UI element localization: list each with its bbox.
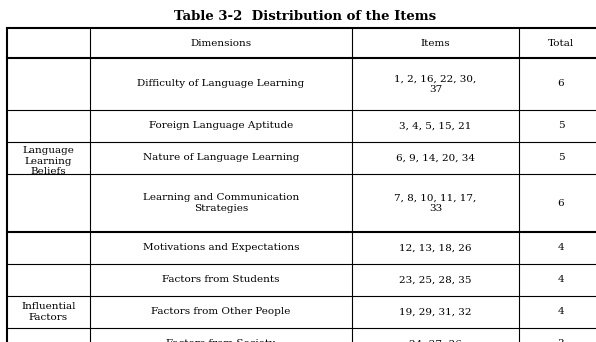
Text: Items: Items [421, 39, 451, 48]
Text: 4: 4 [558, 244, 564, 252]
Text: Dimensions: Dimensions [191, 39, 252, 48]
Text: Factors from Other People: Factors from Other People [151, 307, 291, 316]
Text: Influential
Factors: Influential Factors [21, 302, 76, 322]
Text: Table 3-2  Distribution of the Items: Table 3-2 Distribution of the Items [174, 10, 436, 23]
Text: Foreign Language Aptitude: Foreign Language Aptitude [149, 121, 293, 131]
Text: 19, 29, 31, 32: 19, 29, 31, 32 [399, 307, 472, 316]
Text: Total: Total [548, 39, 574, 48]
Text: Factors from Students: Factors from Students [162, 276, 280, 285]
Text: 6: 6 [558, 79, 564, 89]
Text: 5: 5 [558, 121, 564, 131]
Text: 6: 6 [558, 198, 564, 208]
Text: Factors from Society: Factors from Society [166, 340, 275, 342]
Text: Language
Learning
Beliefs: Language Learning Beliefs [23, 146, 74, 176]
Text: 4: 4 [558, 307, 564, 316]
Text: 23, 25, 28, 35: 23, 25, 28, 35 [399, 276, 472, 285]
Text: 3: 3 [558, 340, 564, 342]
Text: Motivations and Expectations: Motivations and Expectations [143, 244, 299, 252]
Text: 4: 4 [558, 276, 564, 285]
Text: 24, 27, 36: 24, 27, 36 [409, 340, 462, 342]
Text: 3, 4, 5, 15, 21: 3, 4, 5, 15, 21 [399, 121, 471, 131]
Text: Difficulty of Language Learning: Difficulty of Language Learning [137, 79, 305, 89]
Text: 5: 5 [558, 154, 564, 162]
Text: Nature of Language Learning: Nature of Language Learning [143, 154, 299, 162]
Text: Learning and Communication
Strategies: Learning and Communication Strategies [143, 193, 299, 213]
Text: 6, 9, 14, 20, 34: 6, 9, 14, 20, 34 [396, 154, 475, 162]
Text: 7, 8, 10, 11, 17,
33: 7, 8, 10, 11, 17, 33 [395, 193, 477, 213]
Text: 1, 2, 16, 22, 30,
37: 1, 2, 16, 22, 30, 37 [395, 74, 477, 94]
Text: 12, 13, 18, 26: 12, 13, 18, 26 [399, 244, 472, 252]
